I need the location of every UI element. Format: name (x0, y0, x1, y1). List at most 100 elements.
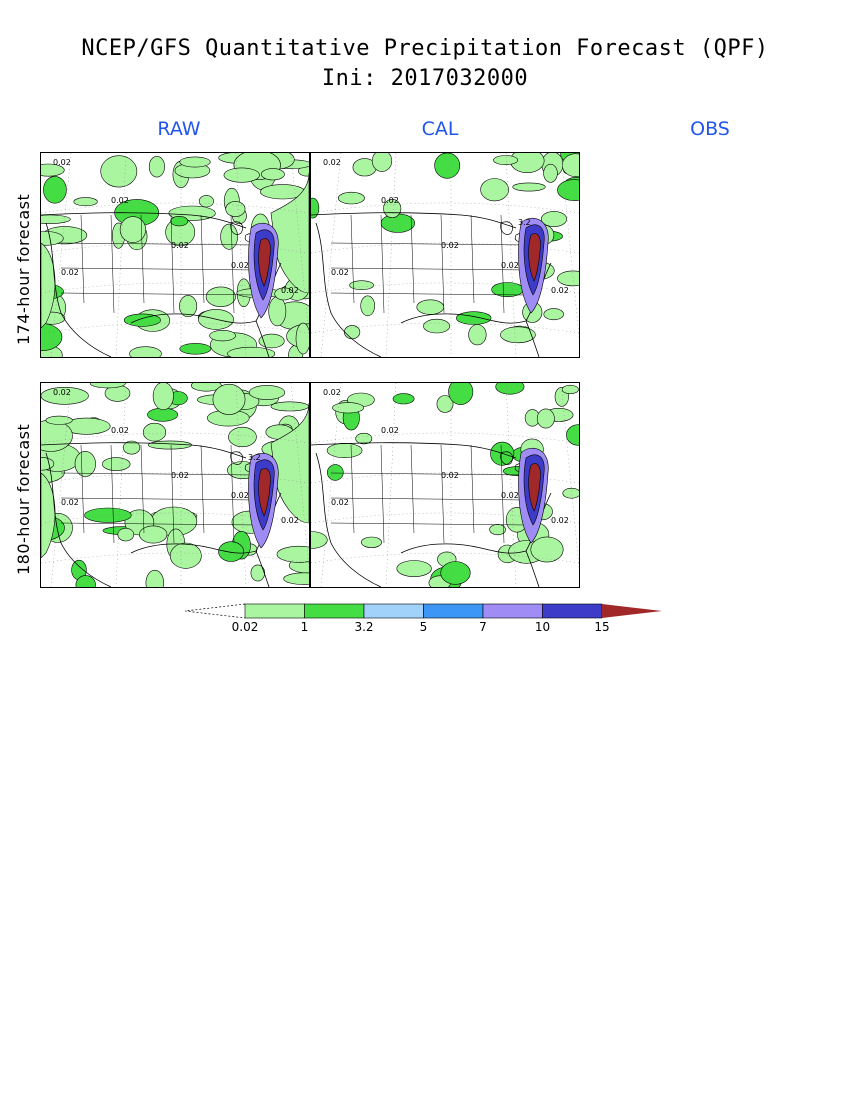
precip-area (274, 287, 294, 301)
precip-max-area (258, 468, 271, 517)
precip-area (448, 383, 474, 405)
precip-area (129, 346, 162, 357)
precip-area (179, 343, 212, 355)
contour-label: 0.02 (231, 491, 249, 500)
precipitation-colorbar (185, 603, 662, 619)
contour-label: 0.02 (53, 158, 71, 167)
state-border (380, 444, 385, 544)
column-header-obs: OBS (690, 118, 730, 140)
graticule-line (235, 153, 247, 357)
great-lake (230, 221, 244, 235)
precip-area (119, 216, 146, 243)
precip-area (360, 295, 376, 317)
precip-area (260, 168, 285, 181)
precip-area (75, 575, 96, 587)
state-border (500, 444, 505, 544)
precip-area (122, 440, 141, 455)
init-time-title: Ini: 2017032000 (321, 66, 529, 91)
contour-label: 0.02 (551, 516, 569, 525)
precip-area (73, 197, 98, 207)
precip-area (179, 156, 211, 168)
precip-area (41, 163, 65, 177)
state-border (330, 267, 527, 271)
contour-label: 0.02 (323, 388, 341, 397)
graticule-line (320, 153, 342, 357)
precip-area (500, 326, 536, 344)
precip-area (512, 182, 546, 192)
contour-label: 0.02 (281, 286, 299, 295)
contour-label-peak: 3.2 (248, 453, 261, 462)
us-canada-border (311, 442, 517, 459)
precip-area (84, 507, 132, 523)
graticule-line (50, 383, 72, 587)
state-border (350, 444, 355, 534)
map-svg: 0.02 0.02 0.02 0.02 0.02 0.02 (311, 383, 579, 587)
colorbar-tick-label: 0.02 (231, 620, 259, 634)
florida-coastline (525, 550, 540, 587)
precip-area (343, 325, 361, 340)
graticule-line (385, 383, 397, 587)
precip-area (74, 451, 96, 477)
map-panel-raw-174h: 0.02 0.02 0.02 0.02 0.02 0.02 (40, 152, 310, 358)
precip-area (489, 524, 506, 536)
precip-area (326, 464, 344, 481)
contour-label: 0.02 (501, 491, 519, 500)
state-border (200, 214, 205, 304)
graticule-line (115, 383, 127, 587)
state-border (60, 242, 257, 246)
precip-area (416, 299, 445, 315)
contour-label: 0.02 (551, 286, 569, 295)
precip-area (43, 176, 67, 204)
row-label-174h: 174-hour forecast (14, 193, 33, 345)
colorbar-segment (244, 603, 305, 619)
precip-area (557, 179, 579, 201)
contour-label: 0.02 (61, 498, 79, 507)
colorbar-segment (423, 603, 484, 619)
contour-label: 0.02 (111, 196, 129, 205)
precip-area (139, 525, 168, 544)
precip-area (326, 442, 363, 458)
contour-label: 0.02 (501, 261, 519, 270)
precip-area (270, 172, 309, 294)
precip-area (41, 387, 89, 405)
colorbar-under-arrow (185, 603, 246, 619)
graticule-line (385, 153, 397, 357)
precip-area (561, 384, 579, 395)
contour-label: 0.02 (381, 426, 399, 435)
state-border (60, 267, 257, 271)
precip-area (440, 561, 471, 585)
precip-area (360, 536, 382, 548)
contour-label: 0.02 (441, 241, 459, 250)
map-panel-cal-180h: 0.02 0.02 0.02 0.02 0.02 0.02 (310, 382, 580, 588)
state-border (470, 214, 475, 304)
precip-area (396, 560, 432, 578)
state-border (110, 444, 115, 544)
state-border (60, 292, 257, 296)
state-border (60, 472, 257, 476)
contour-label: 0.02 (281, 516, 299, 525)
state-border (380, 214, 385, 314)
precip-area (212, 383, 246, 415)
colorbar-tick-label: 7 (479, 620, 487, 634)
state-border (110, 214, 115, 314)
precip-area (218, 541, 245, 562)
state-border (140, 214, 145, 304)
precip-area (536, 408, 555, 429)
colorbar-segment (304, 603, 365, 619)
precip-area (541, 211, 568, 227)
precip-area (170, 215, 189, 227)
state-border (170, 214, 175, 314)
precip-area (41, 214, 71, 224)
contour-label: 0.02 (171, 471, 189, 480)
west-coastline (315, 222, 382, 357)
precip-area (338, 191, 365, 205)
row-label-180h: 180-hour forecast (14, 423, 33, 575)
precip-max-area (258, 238, 271, 287)
precip-area (543, 163, 558, 183)
contour-label: 0.02 (111, 426, 129, 435)
map-svg: 0.02 0.02 0.02 0.02 0.02 0.02 3.2 (311, 153, 579, 357)
precip-area (371, 153, 393, 172)
precip-area (100, 155, 138, 188)
precip-area (228, 426, 257, 448)
us-canada-border (41, 442, 247, 459)
